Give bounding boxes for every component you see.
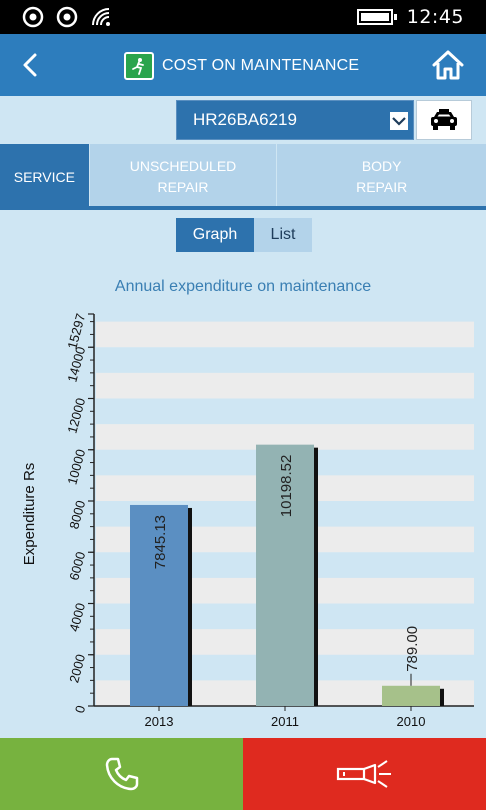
y-tick-label: 2000 (66, 653, 88, 685)
notification-icon (56, 6, 78, 28)
y-tick-label: 6000 (66, 550, 88, 582)
home-icon[interactable] (430, 48, 466, 82)
y-tick-label: 0 (72, 704, 88, 715)
notification-icon (22, 6, 44, 28)
tab-label: SERVICE (13, 168, 75, 185)
chart-title: Annual expenditure on maintenance (114, 278, 372, 295)
data-label: 789.00 (404, 626, 421, 672)
tab-bar: SERVICE UNSCHEDULED REPAIR BODY REPAIR (0, 144, 486, 210)
bar (382, 685, 440, 706)
data-label: 7845.13 (152, 515, 169, 569)
y-tick-label: 15297 (64, 312, 88, 351)
y-tick-label: 8000 (66, 499, 88, 531)
graph-toggle-button[interactable]: Graph (176, 218, 254, 252)
car-icon (431, 109, 457, 130)
vehicle-select-value: HR26BA6219 (193, 110, 297, 129)
x-tick-label: 2010 (397, 714, 426, 729)
battery-icon (356, 9, 397, 25)
status-icons-left (22, 6, 112, 28)
tab-label: BODY REPAIR (356, 158, 408, 195)
grid-band (96, 321, 474, 348)
wifi-icon (92, 8, 110, 26)
bar (130, 504, 188, 706)
y-axis-label: Expenditure Rs (21, 463, 38, 566)
tab-underline (0, 206, 486, 210)
status-bar: 12:45 (0, 0, 486, 34)
x-tick-label: 2011 (271, 714, 299, 729)
y-tick-label: 12000 (64, 396, 88, 435)
bottom-action-bar (0, 738, 486, 810)
call-button[interactable] (0, 738, 243, 810)
tab-unscheduled-repair[interactable]: UNSCHEDULED REPAIR (89, 144, 278, 210)
car-button[interactable] (416, 100, 472, 140)
flashlight-icon (336, 760, 391, 788)
tab-label: UNSCHEDULED REPAIR (129, 158, 237, 195)
x-tick-label: 2013 (145, 714, 174, 729)
y-tick-label: 10000 (64, 448, 88, 487)
bar (256, 444, 314, 706)
tab-body-repair[interactable]: BODY REPAIR (277, 144, 486, 210)
phone-icon (105, 757, 138, 791)
chevron-left-icon[interactable] (14, 48, 48, 82)
view-toggle: Graph List (176, 218, 312, 252)
vehicle-select[interactable]: HR26BA6219 (176, 100, 414, 140)
app-logo-icon (124, 52, 154, 80)
sos-button[interactable] (243, 738, 486, 810)
clock: 12:45 (406, 6, 464, 28)
page-title-group: COST ON MAINTENANCE (124, 52, 359, 80)
tab-service[interactable]: SERVICE (0, 144, 90, 210)
y-tick-label: 4000 (66, 601, 88, 633)
chevron-down-icon[interactable] (389, 111, 409, 131)
data-label: 10198.52 (278, 455, 295, 518)
expenditure-chart: 0200040006000800010000120001400015297Exp… (21, 312, 474, 729)
grid-band (96, 372, 474, 399)
page-title: COST ON MAINTENANCE (162, 57, 360, 74)
status-icons-right: 12:45 (356, 6, 464, 28)
title-bar: COST ON MAINTENANCE (0, 34, 486, 96)
list-toggle-button[interactable]: List (254, 218, 312, 252)
